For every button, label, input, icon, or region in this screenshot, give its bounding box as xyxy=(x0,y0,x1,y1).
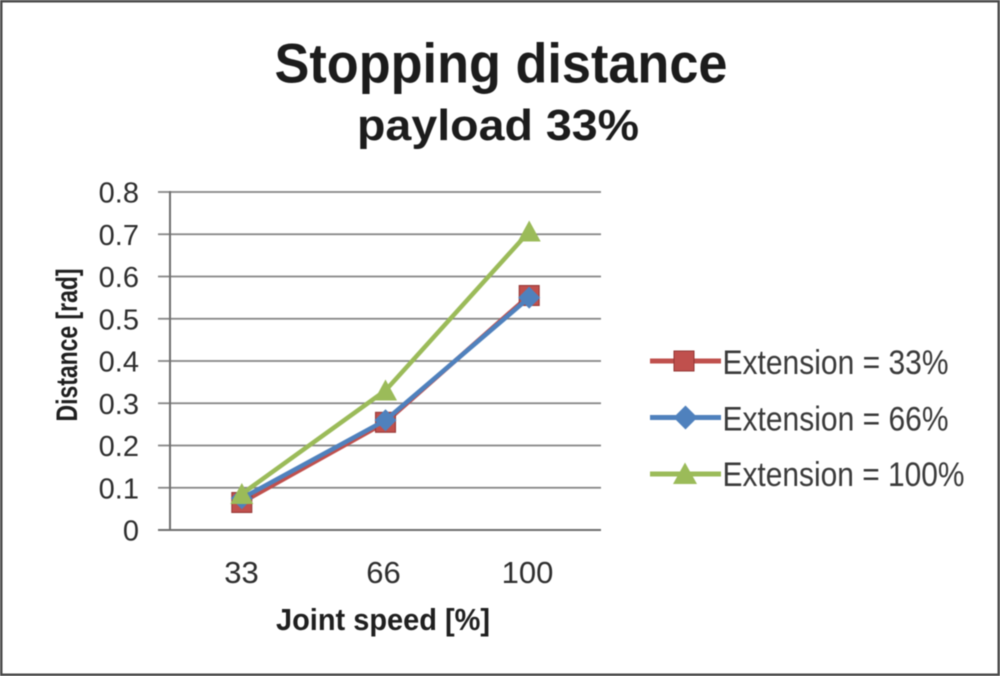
svg-text:0.4: 0.4 xyxy=(99,347,139,379)
svg-text:Joint speed [%]: Joint speed [%] xyxy=(276,602,490,637)
svg-text:0.5: 0.5 xyxy=(99,304,139,336)
svg-text:33: 33 xyxy=(224,555,258,590)
svg-text:Extension = 66%: Extension = 66% xyxy=(723,400,949,438)
svg-text:100: 100 xyxy=(502,555,554,590)
svg-text:0.2: 0.2 xyxy=(99,431,139,463)
svg-text:66: 66 xyxy=(366,555,400,590)
svg-text:0.7: 0.7 xyxy=(99,220,139,252)
svg-text:0.8: 0.8 xyxy=(99,178,139,210)
svg-text:0.1: 0.1 xyxy=(99,473,139,505)
svg-text:0: 0 xyxy=(123,516,139,548)
svg-text:0.6: 0.6 xyxy=(99,262,139,294)
svg-text:Extension = 100%: Extension = 100% xyxy=(723,456,965,494)
svg-text:payload 33%: payload 33% xyxy=(357,101,639,150)
svg-text:Stopping distance: Stopping distance xyxy=(275,32,728,95)
svg-text:Distance [rad]: Distance [rad] xyxy=(51,269,84,422)
svg-text:0.3: 0.3 xyxy=(99,389,139,421)
svg-text:Extension = 33%: Extension = 33% xyxy=(723,344,949,382)
